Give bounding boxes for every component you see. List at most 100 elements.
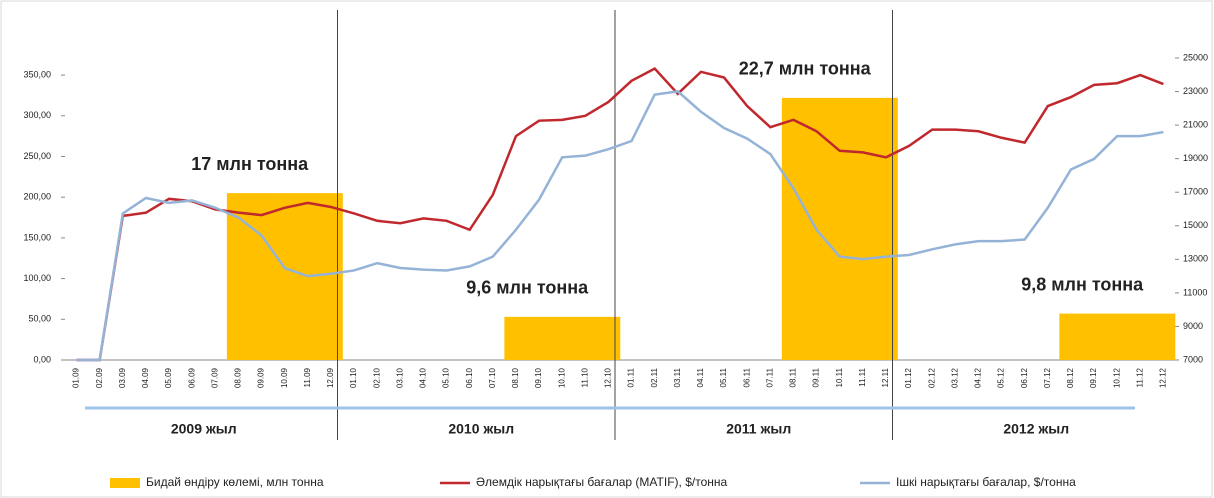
x-tick-label: 01.11 [627, 367, 636, 387]
x-tick-label: 12.10 [604, 367, 613, 388]
y-tick-label: 250,00 [23, 151, 51, 161]
x-tick-label: 08.09 [234, 367, 243, 388]
annotation: 9,8 млн тонна [1021, 274, 1144, 294]
bar [504, 316, 528, 360]
year-label: 2011 жыл [726, 421, 791, 437]
bar [319, 193, 343, 360]
x-tick-label: 10.12 [1112, 367, 1121, 388]
x-tick-label: 04.11 [696, 367, 705, 387]
x-tick-label: 08.11 [789, 367, 798, 387]
bar [1059, 313, 1083, 360]
y2-tick-label: 21000 [1183, 119, 1208, 129]
x-tick-label: 09.12 [1089, 367, 1098, 388]
y2-tick-label: 17000 [1183, 187, 1208, 197]
x-tick-label: 06.12 [1020, 367, 1029, 388]
y-tick-label: 350,00 [23, 69, 51, 79]
bar [527, 316, 551, 360]
y-tick-label: 150,00 [23, 232, 51, 242]
year-label: 2010 жыл [448, 421, 514, 437]
x-tick-label: 02.11 [650, 367, 659, 387]
y-tick-label: 200,00 [23, 192, 51, 202]
annotation: 22,7 млн тонна [739, 59, 872, 79]
year-label: 2012 жыл [1003, 421, 1069, 437]
x-tick-label: 12.11 [881, 367, 890, 387]
bar [874, 97, 898, 361]
y2-tick-label: 15000 [1183, 220, 1208, 230]
x-tick-label: 11.12 [1135, 367, 1144, 387]
x-tick-label: 11.10 [580, 367, 589, 387]
x-tick-label: 03.09 [118, 367, 127, 388]
x-tick-label: 01.12 [904, 367, 913, 388]
annotation: 9,6 млн тонна [466, 278, 589, 298]
y2-tick-label: 11000 [1183, 287, 1207, 297]
bar [828, 97, 852, 361]
x-tick-label: 06.10 [465, 367, 474, 388]
x-tick-label: 01.10 [349, 367, 358, 388]
x-tick-label: 10.09 [280, 367, 289, 388]
bar [1082, 313, 1106, 360]
x-tick-label: 02.10 [372, 367, 381, 388]
x-tick-label: 11.11 [858, 367, 867, 386]
line [76, 90, 1164, 362]
bar [273, 193, 297, 360]
x-tick-label: 11.09 [303, 367, 312, 387]
x-tick-label: 10.11 [835, 367, 844, 387]
bar [1128, 313, 1153, 360]
bar [781, 97, 806, 361]
annotation: 17 млн тонна [191, 154, 309, 174]
y-tick-label: 100,00 [23, 273, 51, 283]
x-tick-label: 04.09 [141, 367, 150, 388]
x-tick-label: 07.12 [1043, 367, 1052, 388]
x-tick-label: 12.12 [1159, 367, 1168, 388]
x-tick-label: 09.11 [812, 367, 821, 387]
y2-tick-label: 7000 [1183, 354, 1203, 364]
x-tick-label: 09.09 [257, 367, 266, 388]
y-tick-label: 50,00 [28, 314, 51, 324]
bar [573, 316, 598, 360]
bar [851, 97, 875, 361]
x-tick-label: 08.12 [1066, 367, 1075, 388]
y2-tick-label: 13000 [1183, 254, 1208, 264]
bar [1151, 313, 1176, 360]
bar [226, 193, 251, 360]
year-label: 2009 жыл [171, 421, 237, 437]
x-tick-label: 05.10 [442, 367, 451, 388]
legend-label: Ішкі нарықтағы бағалар, $/тонна [896, 475, 1076, 489]
bar [550, 316, 575, 360]
x-tick-label: 03.11 [673, 367, 682, 387]
x-tick-label: 08.10 [511, 367, 520, 388]
legend-label: Әлемдік нарықтағы бағалар (MATIF), $/тон… [476, 475, 727, 489]
x-tick-label: 05.09 [164, 367, 173, 388]
y-tick-label: 300,00 [23, 110, 51, 120]
y2-tick-label: 23000 [1183, 86, 1208, 96]
x-tick-label: 09.10 [534, 367, 543, 388]
bar [250, 193, 274, 360]
y2-tick-label: 25000 [1183, 52, 1208, 62]
x-tick-label: 04.10 [419, 367, 428, 388]
y2-tick-label: 9000 [1183, 321, 1203, 331]
bar [596, 316, 621, 360]
x-tick-label: 04.12 [974, 367, 983, 388]
x-tick-label: 05.12 [997, 367, 1006, 388]
line [76, 67, 1164, 362]
x-tick-label: 12.09 [326, 367, 335, 388]
x-tick-label: 10.10 [557, 367, 566, 388]
x-tick-label: 05.11 [719, 367, 728, 387]
x-tick-label: 07.10 [488, 367, 497, 388]
x-tick-label: 02.12 [927, 367, 936, 388]
x-tick-label: 06.09 [187, 367, 196, 388]
y-tick-label: 0,00 [33, 354, 51, 364]
legend-label: Бидай өндіру көлемі, млн тонна [146, 475, 324, 489]
y2-tick-label: 19000 [1183, 153, 1208, 163]
x-tick-label: 03.12 [950, 367, 959, 388]
x-tick-label: 03.10 [395, 367, 404, 388]
x-tick-label: 01.09 [72, 367, 81, 388]
x-tick-label: 06.11 [742, 367, 751, 387]
x-tick-label: 02.09 [95, 367, 104, 388]
x-tick-label: 07.11 [765, 367, 774, 387]
x-tick-label: 07.09 [210, 367, 219, 388]
legend-swatch [110, 478, 140, 488]
bar [1105, 313, 1130, 360]
